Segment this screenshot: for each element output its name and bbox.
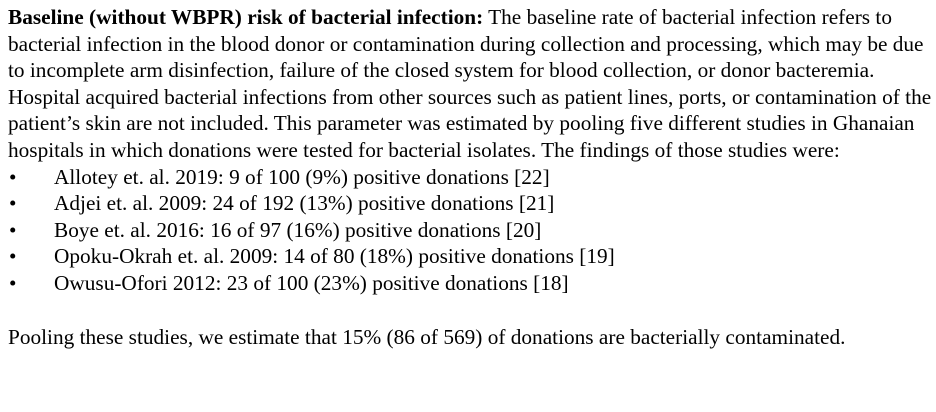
document-body: Baseline (without WBPR) risk of bacteria… <box>8 4 932 349</box>
conclusion-paragraph: Pooling these studies, we estimate that … <box>8 324 846 349</box>
list-item: • Allotey et. al. 2019: 9 of 100 (9%) pos… <box>8 164 932 191</box>
bullet-icon: • <box>9 270 17 295</box>
findings-list: • Allotey et. al. 2019: 9 of 100 (9%) pos… <box>8 164 932 297</box>
intro-text: The baseline rate of bacterial infection… <box>8 5 932 162</box>
finding-text: Adjei et. al. 2009: 24 of 192 (13%) posi… <box>54 191 555 216</box>
list-item: • Adjei et. al. 2009: 24 of 192 (13%) pos… <box>8 190 932 217</box>
paragraph-spacer <box>8 297 932 324</box>
finding-text: Boye et. al. 2016: 16 of 97 (16%) positi… <box>54 217 542 242</box>
intro-paragraph: Baseline (without WBPR) risk of bacteria… <box>8 4 932 164</box>
list-item: • Boye et. al. 2016: 16 of 97 (16%) posit… <box>8 217 932 244</box>
finding-text: Owusu-Ofori 2012: 23 of 100 (23%) positi… <box>54 270 569 295</box>
finding-text: Allotey et. al. 2019: 9 of 100 (9%) posi… <box>54 164 550 189</box>
bullet-icon: • <box>9 244 17 269</box>
list-item: • Opoku-Okrah et. al. 2009: 14 of 80 (18%… <box>8 243 932 270</box>
section-heading: Baseline (without WBPR) risk of bacteria… <box>8 5 484 29</box>
list-item: • Owusu-Ofori 2012: 23 of 100 (23%) posit… <box>8 270 932 297</box>
finding-text: Opoku-Okrah et. al. 2009: 14 of 80 (18%)… <box>54 244 615 269</box>
bullet-icon: • <box>9 164 17 189</box>
bullet-icon: • <box>9 217 17 242</box>
bullet-icon: • <box>9 191 17 216</box>
